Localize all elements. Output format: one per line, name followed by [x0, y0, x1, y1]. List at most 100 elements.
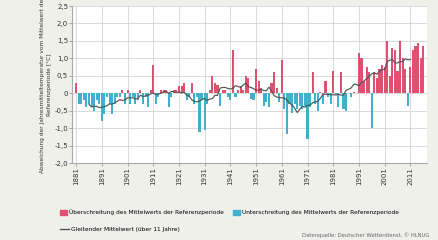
Bar — [103, 93, 106, 114]
Bar — [88, 93, 90, 104]
Bar — [209, 90, 211, 93]
Bar — [410, 67, 411, 93]
Bar — [381, 65, 383, 93]
Bar — [168, 93, 170, 107]
Bar — [193, 93, 195, 104]
Bar — [368, 72, 370, 93]
Bar — [78, 93, 80, 104]
Bar — [258, 81, 260, 93]
Bar — [396, 71, 399, 93]
Bar — [232, 50, 234, 93]
Bar — [373, 72, 375, 93]
Bar — [350, 93, 352, 97]
Bar — [119, 93, 121, 97]
Bar — [129, 93, 131, 104]
Bar — [307, 93, 308, 139]
Bar — [139, 90, 141, 93]
Bar — [224, 90, 226, 93]
Bar — [132, 93, 134, 97]
Bar — [124, 93, 126, 104]
Bar — [327, 93, 329, 97]
Bar — [378, 69, 381, 93]
Text: Datenquelle: Deutscher Wetterdienst, © HLNUG: Datenquelle: Deutscher Wetterdienst, © H… — [302, 232, 429, 238]
Bar — [260, 88, 262, 93]
Bar — [293, 93, 296, 104]
Legend: Gleitender Mittelwert (über 11 Jahre): Gleitender Mittelwert (über 11 Jahre) — [60, 227, 180, 232]
Bar — [160, 90, 162, 93]
Bar — [394, 50, 396, 93]
Bar — [234, 93, 237, 97]
Bar — [289, 93, 290, 104]
Bar — [121, 90, 124, 93]
Bar — [162, 90, 165, 93]
Bar — [314, 93, 316, 104]
Bar — [188, 93, 190, 97]
Bar — [296, 93, 298, 109]
Bar — [222, 90, 224, 93]
Bar — [335, 93, 337, 95]
Bar — [165, 90, 167, 93]
Bar — [95, 93, 98, 100]
Bar — [204, 93, 206, 130]
Bar — [407, 93, 409, 106]
Bar — [219, 93, 221, 106]
Bar — [191, 83, 193, 93]
Bar — [363, 81, 365, 93]
Bar — [304, 93, 306, 106]
Bar — [147, 93, 149, 107]
Bar — [230, 93, 231, 100]
Bar — [183, 83, 185, 93]
Bar — [265, 93, 268, 102]
Bar — [376, 78, 378, 93]
Bar — [201, 93, 203, 100]
Bar — [420, 58, 422, 93]
Bar — [422, 46, 424, 93]
Bar — [250, 93, 252, 99]
Bar — [330, 93, 332, 104]
Bar — [291, 93, 293, 113]
Bar — [319, 92, 321, 93]
Bar — [263, 93, 265, 106]
Bar — [237, 90, 239, 93]
Bar — [389, 76, 391, 93]
Bar — [173, 90, 175, 93]
Bar — [371, 93, 373, 128]
Bar — [301, 93, 304, 109]
Bar — [276, 88, 278, 93]
Bar — [309, 93, 311, 107]
Bar — [255, 69, 257, 93]
Bar — [322, 93, 324, 104]
Bar — [404, 69, 406, 93]
Bar — [252, 93, 254, 100]
Bar — [402, 58, 404, 93]
Bar — [134, 93, 136, 104]
Bar — [150, 90, 152, 93]
Bar — [178, 86, 180, 93]
Bar — [353, 92, 355, 93]
Bar — [206, 93, 208, 104]
Legend: Überschreitung des Mittelwerts der Referenzperiode, Unterschreitung des Mittelwe: Überschreitung des Mittelwerts der Refer… — [60, 210, 399, 216]
Bar — [360, 58, 363, 93]
Bar — [286, 93, 288, 133]
Bar — [391, 48, 393, 93]
Bar — [142, 93, 144, 104]
Bar — [85, 93, 88, 107]
Bar — [109, 93, 110, 104]
Bar — [116, 93, 118, 97]
Bar — [343, 93, 345, 109]
Bar — [186, 93, 188, 100]
Bar — [273, 72, 275, 93]
Bar — [106, 93, 108, 97]
Bar — [340, 72, 342, 93]
Bar — [155, 93, 157, 104]
Bar — [412, 50, 414, 93]
Bar — [311, 72, 314, 93]
Bar — [366, 67, 367, 93]
Bar — [196, 93, 198, 97]
Bar — [386, 41, 388, 93]
Bar — [240, 86, 242, 93]
Bar — [283, 93, 286, 109]
Bar — [212, 76, 213, 93]
Bar — [216, 85, 219, 93]
Bar — [414, 46, 417, 93]
